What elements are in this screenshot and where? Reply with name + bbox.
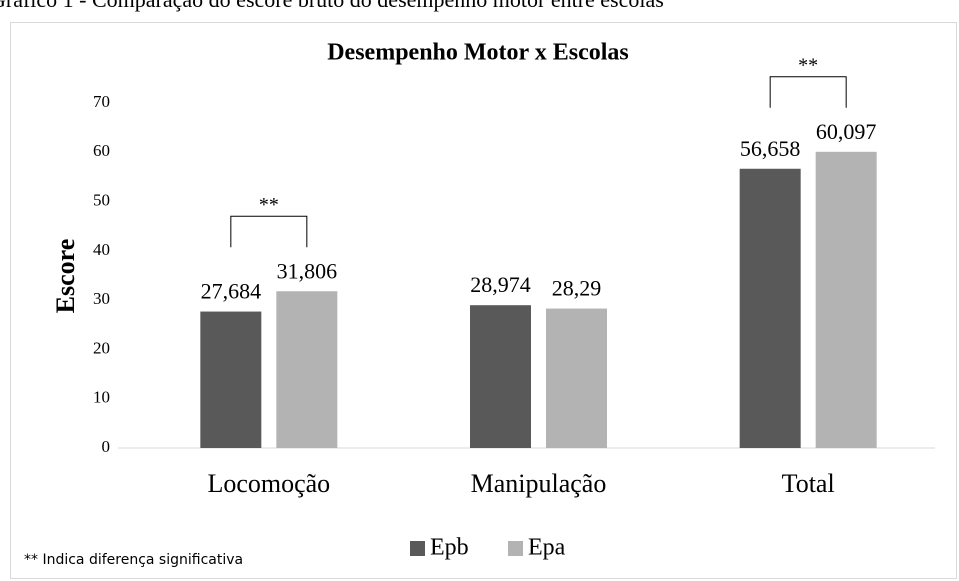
bar xyxy=(276,291,338,448)
y-tick-label: 20 xyxy=(93,338,110,357)
value-label: 28,974 xyxy=(470,272,531,297)
legend-swatch xyxy=(508,541,523,556)
annotation: ** xyxy=(798,54,818,76)
bar xyxy=(739,168,801,448)
value-label: 27,684 xyxy=(201,279,262,304)
x-tick-label: Locomoção xyxy=(207,469,330,498)
y-tick-label: 60 xyxy=(93,141,110,160)
value-label: 60,097 xyxy=(816,119,877,144)
y-tick-label: 0 xyxy=(102,437,111,456)
legend-label: Epb xyxy=(430,535,469,561)
x-tick-label: Total xyxy=(782,469,835,498)
footnote: ** Indica diferença significativa xyxy=(24,552,243,568)
chart-border xyxy=(10,22,957,579)
significance-bracket xyxy=(769,76,847,108)
bar xyxy=(546,308,607,448)
y-axis-label: Escore xyxy=(51,239,80,314)
bar xyxy=(815,151,877,448)
value-label: 56,658 xyxy=(740,136,801,161)
annotation: ** xyxy=(259,194,279,216)
y-tick-label: 70 xyxy=(93,92,110,111)
value-label: 28,29 xyxy=(552,276,602,301)
x-tick-label: Manipulação xyxy=(471,469,607,498)
y-tick-label: 10 xyxy=(93,388,110,407)
bar xyxy=(200,311,262,448)
caption: Gráfico 1 - Comparação do escore bruto d… xyxy=(0,0,664,12)
bar xyxy=(470,305,531,448)
significance-bracket xyxy=(230,215,308,248)
value-label: 31,806 xyxy=(277,258,338,283)
chart-title: Desempenho Motor x Escolas xyxy=(327,40,629,66)
legend-label: Epa xyxy=(528,535,566,561)
y-tick-label: 40 xyxy=(93,240,110,259)
legend-swatch xyxy=(410,541,425,556)
y-tick-label: 50 xyxy=(93,190,110,209)
y-tick-label: 30 xyxy=(93,289,110,308)
